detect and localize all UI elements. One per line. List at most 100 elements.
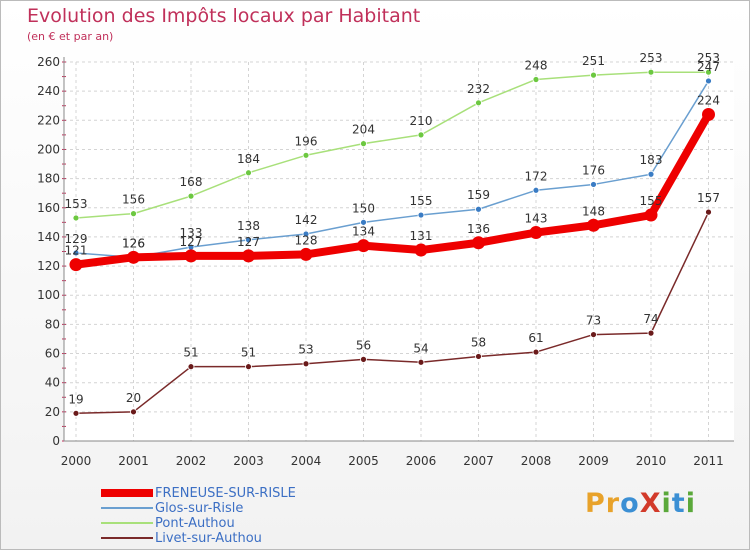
data-point xyxy=(69,258,83,272)
data-label: 224 xyxy=(697,93,720,107)
x-tick-label: 2006 xyxy=(406,454,437,468)
brand-letter: P xyxy=(585,488,606,519)
brand-letter: X xyxy=(639,488,662,519)
brand-letter: i xyxy=(661,488,672,519)
data-point xyxy=(130,210,137,218)
data-point xyxy=(587,218,600,232)
legend-swatch xyxy=(101,522,153,524)
data-point xyxy=(532,348,540,356)
legend-swatch xyxy=(101,507,153,509)
data-point xyxy=(702,107,715,121)
series-line-2 xyxy=(75,71,710,219)
data-label: 176 xyxy=(582,163,605,177)
brand-letter: r xyxy=(605,488,621,519)
data-label: 54 xyxy=(413,341,428,355)
data-label: 251 xyxy=(582,54,605,68)
data-point xyxy=(72,214,80,222)
legend-swatch xyxy=(101,537,153,539)
data-label: 20 xyxy=(126,391,141,405)
data-label: 129 xyxy=(65,232,88,246)
data-label: 150 xyxy=(352,201,375,215)
data-point xyxy=(475,205,482,213)
y-tick-label: 120 xyxy=(37,259,60,273)
data-label: 168 xyxy=(180,175,203,189)
data-point xyxy=(245,236,252,244)
data-point xyxy=(245,363,252,371)
data-label: 253 xyxy=(697,51,720,65)
data-point xyxy=(72,249,80,257)
series-line-3 xyxy=(75,211,710,415)
data-point xyxy=(647,68,655,76)
y-tick-label: 20 xyxy=(45,405,60,419)
data-point xyxy=(647,170,655,178)
data-label: 153 xyxy=(65,197,88,211)
data-label: 61 xyxy=(528,331,543,345)
data-label: 156 xyxy=(122,193,145,207)
x-tick-label: 2009 xyxy=(578,454,609,468)
data-label: 126 xyxy=(122,236,145,250)
data-label: 210 xyxy=(410,114,433,128)
data-point xyxy=(647,329,655,337)
x-tick-label: 2002 xyxy=(176,454,207,468)
data-point xyxy=(705,77,712,85)
data-label: 131 xyxy=(410,229,433,243)
series-line-1 xyxy=(75,80,710,259)
data-point xyxy=(127,250,140,264)
x-tick-label: 2007 xyxy=(463,454,494,468)
data-point xyxy=(72,409,80,417)
y-tick-label: 220 xyxy=(37,113,60,127)
data-point xyxy=(644,208,658,222)
data-point xyxy=(360,140,367,148)
y-tick-label: 100 xyxy=(37,288,60,302)
legend-item: Glos-sur-Risle xyxy=(101,501,321,516)
data-label: 232 xyxy=(467,82,490,96)
brand-letter: t xyxy=(671,488,686,519)
x-tick-label: 2005 xyxy=(348,454,379,468)
data-label: 155 xyxy=(640,194,663,208)
data-point xyxy=(472,236,485,250)
data-point xyxy=(417,358,425,366)
y-tick-label: 240 xyxy=(37,84,60,98)
data-label: 142 xyxy=(295,213,318,227)
legend-label: Livet-sur-Authou xyxy=(155,531,262,546)
data-point xyxy=(532,76,540,83)
y-tick-label: 200 xyxy=(37,142,60,156)
y-tick-label: 0 xyxy=(52,434,60,448)
data-point xyxy=(475,99,482,107)
data-point xyxy=(302,230,310,238)
data-label: 51 xyxy=(241,346,256,360)
data-label: 247 xyxy=(697,60,720,74)
y-tick-label: 160 xyxy=(37,201,60,215)
data-point xyxy=(357,239,370,253)
y-tick-label: 260 xyxy=(37,55,60,69)
data-label: 155 xyxy=(410,194,433,208)
data-point xyxy=(414,243,428,257)
chart-subtitle: (en € et par an) xyxy=(27,30,114,43)
data-point xyxy=(130,408,137,416)
x-tick-label: 2011 xyxy=(693,454,724,468)
data-label: 53 xyxy=(298,343,313,357)
legend-item: Livet-sur-Authou xyxy=(101,531,321,546)
data-label: 253 xyxy=(640,51,663,65)
data-label: 184 xyxy=(237,152,260,166)
x-tick-label: 2003 xyxy=(233,454,264,468)
legend-label: Glos-sur-Risle xyxy=(155,501,244,516)
data-point xyxy=(360,218,367,226)
y-tick-label: 140 xyxy=(37,230,60,244)
data-point xyxy=(417,211,425,219)
data-point xyxy=(360,355,367,363)
legend-label: FRENEUSE-SUR-RISLE xyxy=(155,486,296,501)
data-point xyxy=(529,226,543,240)
data-label: 121 xyxy=(65,244,88,258)
brand-logo: ProXiti xyxy=(585,488,696,519)
data-label: 143 xyxy=(525,212,548,226)
data-point xyxy=(475,353,482,360)
data-label: 248 xyxy=(525,58,548,72)
data-label: 19 xyxy=(68,392,83,406)
data-label: 51 xyxy=(183,346,198,360)
data-point xyxy=(184,249,198,263)
data-point xyxy=(242,249,255,263)
data-label: 133 xyxy=(180,226,203,240)
series-line-0 xyxy=(72,110,713,269)
data-point xyxy=(299,247,313,261)
